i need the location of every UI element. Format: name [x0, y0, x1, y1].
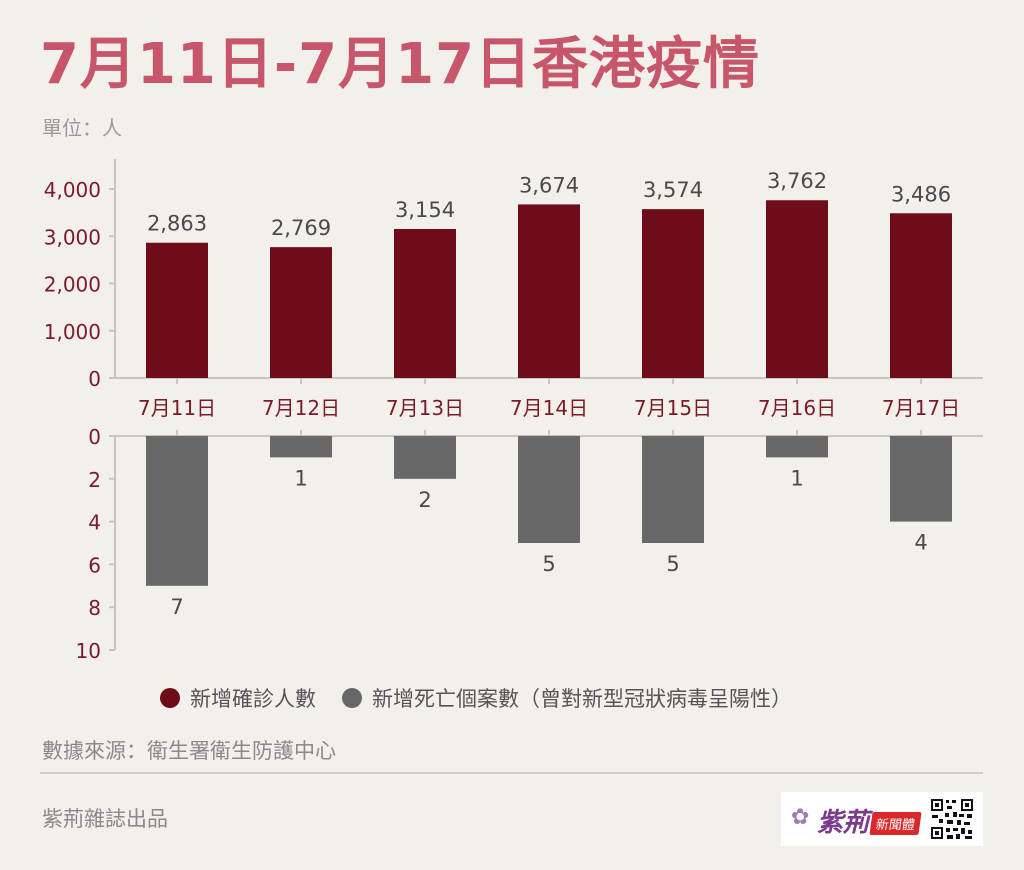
y-tick-label-bottom: 0	[88, 425, 101, 449]
data-label-new-cases: 3,762	[767, 169, 827, 193]
page-title: 7月11日-7月17日香港疫情	[40, 32, 761, 97]
y-tick-label-top: 0	[88, 367, 101, 391]
legend: 新增確診人數 新增死亡個案數（曾對新型冠狀病毒呈陽性）	[160, 683, 818, 713]
bar-new-cases	[146, 242, 208, 378]
bar-new-deaths	[766, 436, 828, 458]
bar-new-deaths	[518, 436, 580, 543]
data-label-new-deaths: 5	[542, 552, 555, 576]
data-label-new-cases: 3,486	[891, 182, 951, 206]
data-label-new-deaths: 1	[790, 466, 803, 490]
data-label-new-cases: 3,574	[643, 178, 703, 202]
qr-code-icon	[929, 797, 975, 841]
y-tick-label-bottom: 8	[88, 596, 101, 620]
data-label-new-deaths: 7	[170, 595, 183, 619]
publisher-logo: ✿ 紫荊 新聞體	[781, 792, 983, 846]
x-tick-label: 7月13日	[386, 396, 464, 420]
legend-dot-deaths	[342, 688, 362, 708]
y-tick-label-top: 4,000	[44, 178, 101, 202]
x-tick-label: 7月16日	[758, 396, 836, 420]
x-tick-label: 7月14日	[510, 396, 588, 420]
x-tick-label: 7月11日	[138, 396, 216, 420]
footer-divider	[40, 772, 983, 774]
data-label-new-cases: 3,154	[395, 198, 455, 222]
data-label-new-deaths: 2	[418, 488, 431, 512]
y-tick-label-bottom: 4	[88, 511, 101, 535]
data-label-new-deaths: 1	[294, 466, 307, 490]
bar-new-cases	[642, 209, 704, 378]
y-tick-label-top: 2,000	[44, 273, 101, 297]
publisher-credit: 紫荊雜誌出品	[42, 807, 168, 831]
y-tick-label-bottom: 2	[88, 468, 101, 492]
bar-chart: 0 1,000 2,000 3,000 4,000 0 2 4 6 8 10 7月11日 2,863 7 7…	[44, 159, 983, 663]
bar-new-cases	[270, 247, 332, 378]
legend-dot-cases	[160, 688, 180, 708]
data-label-new-deaths: 5	[666, 552, 679, 576]
x-tick-label: 7月12日	[262, 396, 340, 420]
y-tick-label-top: 3,000	[44, 225, 101, 249]
data-label-new-cases: 2,863	[147, 212, 207, 236]
x-tick-label: 7月17日	[882, 396, 960, 420]
unit-label: 單位：人	[42, 116, 122, 140]
y-tick-label-bottom: 6	[88, 553, 101, 577]
source-note: 數據來源：衛生署衛生防護中心	[42, 739, 336, 763]
bar-new-deaths	[146, 436, 208, 586]
bar-new-deaths	[890, 436, 952, 522]
data-label-new-deaths: 4	[914, 531, 927, 555]
bar-new-deaths	[642, 436, 704, 543]
logo-badge: 新聞體	[869, 812, 922, 835]
data-label-new-cases: 2,769	[271, 216, 331, 240]
legend-item-cases: 新增確診人數	[160, 683, 316, 713]
legend-item-deaths: 新增死亡個案數（曾對新型冠狀病毒呈陽性）	[342, 683, 792, 713]
bar-new-cases	[890, 213, 952, 378]
x-tick-label: 7月15日	[634, 396, 712, 420]
flower-icon: ✿	[791, 805, 810, 830]
y-tick-label-top: 1,000	[44, 320, 101, 344]
logo-text: 紫荊	[817, 808, 870, 838]
bar-new-cases	[518, 204, 580, 378]
data-label-new-cases: 3,674	[519, 173, 579, 197]
y-tick-label-bottom: 10	[76, 639, 101, 663]
legend-label-deaths: 新增死亡個案數（曾對新型冠狀病毒呈陽性）	[372, 687, 792, 711]
bar-new-cases	[766, 200, 828, 378]
bar-new-cases	[394, 228, 456, 378]
bar-new-deaths	[270, 436, 332, 458]
bar-new-deaths	[394, 436, 456, 479]
legend-label-cases: 新增確診人數	[190, 687, 316, 711]
